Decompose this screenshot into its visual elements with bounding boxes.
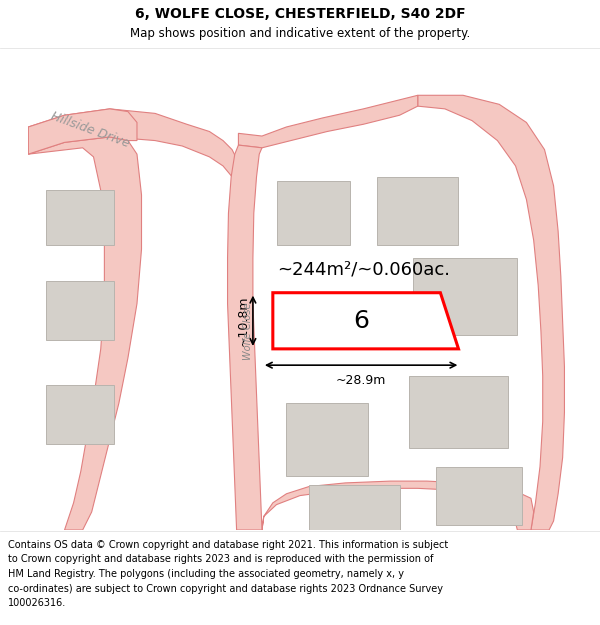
Polygon shape [28, 109, 236, 181]
Bar [377, 177, 458, 245]
Polygon shape [238, 95, 418, 148]
Text: to Crown copyright and database rights 2023 and is reproduced with the permissio: to Crown copyright and database rights 2… [8, 554, 433, 564]
Bar [409, 376, 508, 449]
Bar [413, 258, 517, 335]
Text: 6: 6 [353, 309, 369, 332]
Text: ~244m²/~0.060ac.: ~244m²/~0.060ac. [277, 260, 450, 278]
Text: ~10.8m: ~10.8m [236, 296, 249, 346]
Text: 6, WOLFE CLOSE, CHESTERFIELD, S40 2DF: 6, WOLFE CLOSE, CHESTERFIELD, S40 2DF [134, 7, 466, 21]
Bar [46, 281, 115, 340]
Text: ~28.9m: ~28.9m [336, 374, 386, 388]
Text: Wolfe Close: Wolfe Close [244, 302, 253, 359]
Text: co-ordinates) are subject to Crown copyright and database rights 2023 Ordnance S: co-ordinates) are subject to Crown copyr… [8, 584, 443, 594]
Text: Contains OS data © Crown copyright and database right 2021. This information is : Contains OS data © Crown copyright and d… [8, 540, 448, 550]
Bar [286, 403, 368, 476]
Text: Hillside Drive: Hillside Drive [49, 109, 131, 150]
Polygon shape [28, 109, 137, 154]
Bar [46, 191, 115, 245]
Bar [309, 485, 400, 530]
Text: 100026316.: 100026316. [8, 598, 66, 608]
Bar [436, 467, 522, 526]
Bar [277, 181, 350, 245]
Polygon shape [273, 292, 458, 349]
Polygon shape [236, 481, 533, 530]
Polygon shape [227, 145, 262, 530]
Bar [46, 385, 115, 444]
Text: Map shows position and indicative extent of the property.: Map shows position and indicative extent… [130, 28, 470, 41]
Text: HM Land Registry. The polygons (including the associated geometry, namely x, y: HM Land Registry. The polygons (includin… [8, 569, 404, 579]
Polygon shape [418, 95, 565, 530]
Polygon shape [28, 137, 142, 530]
